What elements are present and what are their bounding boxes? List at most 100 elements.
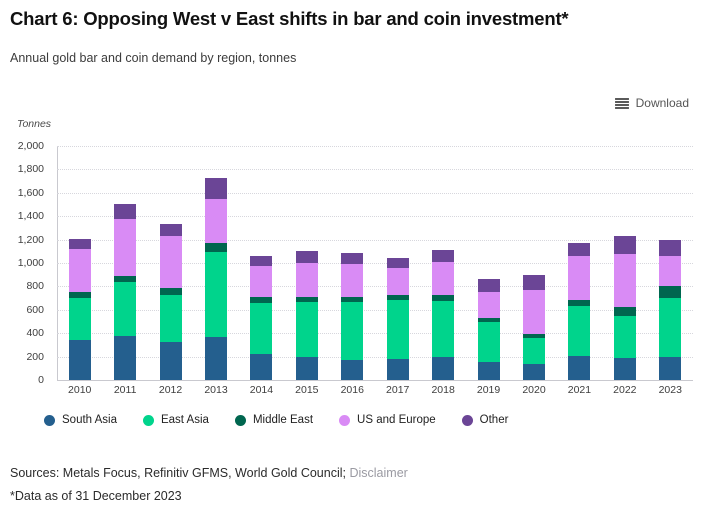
legend-color-dot	[339, 414, 351, 426]
bar-segment[interactable]	[114, 218, 137, 276]
bar-segment[interactable]	[659, 256, 682, 287]
bar-segment[interactable]	[68, 248, 91, 293]
bar-segment[interactable]	[523, 274, 545, 290]
hamburger-menu-icon	[614, 97, 629, 109]
bar-segment[interactable]	[205, 251, 227, 338]
bar-segment[interactable]	[68, 298, 91, 340]
bar-segment[interactable]	[613, 357, 636, 380]
bar-segment[interactable]	[205, 242, 227, 252]
bar-segment[interactable]	[250, 296, 273, 303]
bar-segment[interactable]	[114, 336, 137, 380]
bar-segment[interactable]	[432, 261, 455, 296]
bar-segment[interactable]	[477, 321, 500, 362]
bar-column[interactable]	[159, 224, 182, 380]
bar-segment[interactable]	[205, 337, 227, 380]
bar-segment[interactable]	[159, 287, 182, 296]
y-axis-tick-label: 0	[38, 374, 44, 386]
bar-segment[interactable]	[386, 267, 409, 295]
bar-segment[interactable]	[250, 302, 273, 355]
bar-segment[interactable]	[613, 307, 636, 317]
bar-segment[interactable]	[68, 239, 91, 249]
bar-segment[interactable]	[250, 256, 273, 266]
bar-column[interactable]	[250, 256, 273, 380]
bar-segment[interactable]	[205, 177, 227, 199]
bar-column[interactable]	[114, 203, 137, 380]
bar-segment[interactable]	[477, 361, 500, 380]
x-axis-tick-label: 2023	[658, 384, 682, 396]
bar-column[interactable]	[477, 278, 500, 380]
bar-segment[interactable]	[386, 258, 409, 268]
bar-column[interactable]	[432, 250, 455, 380]
legend-item[interactable]: US and Europe	[339, 414, 436, 426]
bar-segment[interactable]	[477, 292, 500, 319]
bar-segment[interactable]	[295, 251, 318, 264]
bar-segment[interactable]	[159, 341, 182, 380]
bar-segment[interactable]	[613, 253, 636, 308]
bar-column[interactable]	[386, 258, 409, 380]
bar-segment[interactable]	[568, 242, 591, 257]
bar-column[interactable]	[659, 239, 682, 380]
legend-item[interactable]: East Asia	[142, 414, 209, 426]
disclaimer-link[interactable]: Disclaimer	[349, 466, 408, 480]
bar-segment[interactable]	[523, 289, 545, 335]
bar-segment[interactable]	[477, 278, 500, 293]
legend-item[interactable]: Middle East	[234, 414, 313, 426]
bar-segment[interactable]	[295, 296, 318, 303]
bar-segment[interactable]	[114, 281, 137, 337]
bar-segment[interactable]	[68, 339, 91, 380]
bar-segment[interactable]	[568, 256, 591, 301]
bar-column[interactable]	[523, 274, 545, 380]
bar-segment[interactable]	[477, 318, 500, 322]
bar-segment[interactable]	[341, 359, 364, 380]
bar-segment[interactable]	[659, 298, 682, 357]
bar-segment[interactable]	[432, 357, 455, 380]
bar-segment[interactable]	[523, 334, 545, 338]
bar-segment[interactable]	[568, 300, 591, 306]
download-button[interactable]: Download	[614, 96, 689, 110]
bar-segment[interactable]	[341, 263, 364, 297]
bar-segment[interactable]	[250, 265, 273, 297]
y-axis-tick-label: 1,000	[17, 257, 44, 269]
legend-item[interactable]: Other	[461, 414, 508, 426]
bar-segment[interactable]	[386, 294, 409, 300]
bar-segment[interactable]	[613, 316, 636, 358]
bar-segment[interactable]	[295, 263, 318, 297]
bar-segment[interactable]	[659, 356, 682, 380]
legend-item-label: US and Europe	[357, 414, 436, 426]
bar-segment[interactable]	[613, 236, 636, 254]
bar-column[interactable]	[295, 251, 318, 380]
bar-segment[interactable]	[341, 296, 364, 302]
legend-color-dot	[234, 414, 246, 426]
bar-segment[interactable]	[659, 239, 682, 257]
bar-column[interactable]	[341, 253, 364, 380]
bar-segment[interactable]	[523, 363, 545, 380]
bar-segment[interactable]	[432, 250, 455, 262]
bar-segment[interactable]	[386, 358, 409, 380]
bar-segment[interactable]	[432, 295, 455, 302]
bar-segment[interactable]	[159, 295, 182, 342]
gridline	[57, 263, 693, 264]
bar-segment[interactable]	[114, 275, 137, 282]
bar-segment[interactable]	[159, 224, 182, 236]
legend-item[interactable]: South Asia	[44, 414, 117, 426]
bar-column[interactable]	[613, 236, 636, 380]
bar-segment[interactable]	[341, 301, 364, 360]
bar-segment[interactable]	[432, 301, 455, 358]
bar-segment[interactable]	[159, 235, 182, 288]
bar-segment[interactable]	[659, 286, 682, 299]
bar-segment[interactable]	[568, 356, 591, 380]
bar-segment[interactable]	[205, 198, 227, 243]
bar-segment[interactable]	[523, 337, 545, 364]
bar-segment[interactable]	[114, 203, 137, 219]
bar-column[interactable]	[568, 242, 591, 380]
bar-segment[interactable]	[568, 305, 591, 357]
bar-segment[interactable]	[386, 299, 409, 359]
bar-column[interactable]	[68, 239, 91, 380]
bar-segment[interactable]	[295, 302, 318, 357]
bar-column[interactable]	[205, 177, 227, 380]
gridline	[57, 216, 693, 218]
bar-segment[interactable]	[295, 356, 318, 380]
bar-segment[interactable]	[341, 253, 364, 264]
bar-segment[interactable]	[68, 292, 91, 299]
bar-segment[interactable]	[250, 354, 273, 380]
